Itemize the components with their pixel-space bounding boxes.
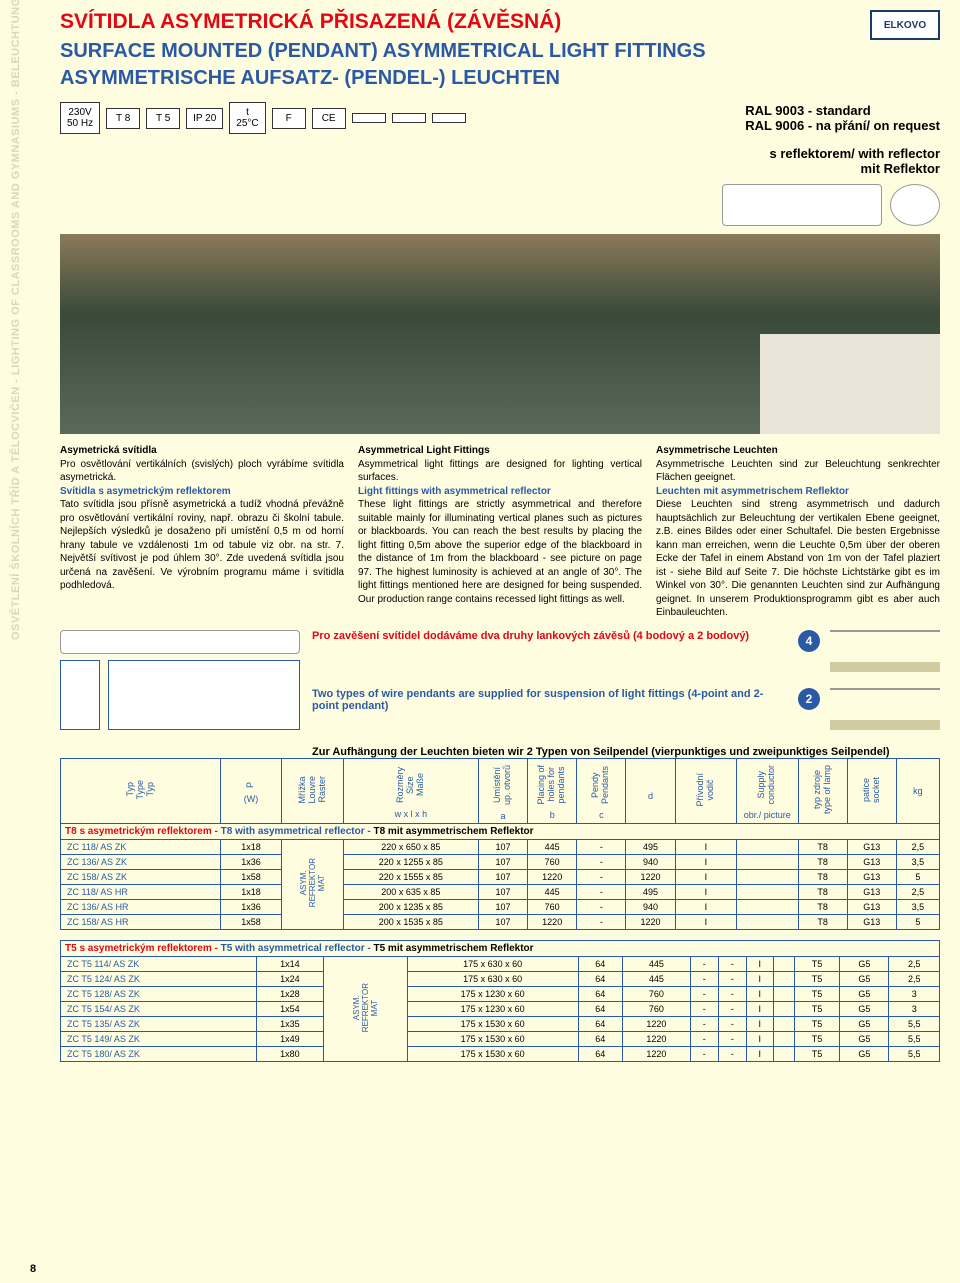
pendant-text-cz: Pro zavěšení svítidel dodáváme dva druhy… bbox=[312, 630, 749, 642]
title-de: ASYMMETRISCHE AUFSATZ- (PENDEL-) LEUCHTE… bbox=[60, 67, 940, 90]
spec-badge: T 8 bbox=[106, 108, 140, 129]
reflector-diagram-end bbox=[890, 184, 940, 226]
spec-badge bbox=[392, 113, 426, 123]
title-en: SURFACE MOUNTED (PENDANT) ASYMMETRICAL L… bbox=[60, 40, 940, 63]
table-row: ZC 158/ AS ZK1x58220 x 1555 x 851071220-… bbox=[61, 869, 940, 884]
table-row: ZC 158/ AS HR1x58200 x 1535 x 851071220-… bbox=[61, 914, 940, 929]
section-t8-header: T8 s asymetrickým reflektorem - T8 with … bbox=[61, 823, 940, 839]
reflector-diagram-side bbox=[722, 184, 882, 226]
pendant-diagram-4 bbox=[830, 630, 940, 680]
table-row: ZC 136/ AS HR1x36200 x 1235 x 85107760-9… bbox=[61, 899, 940, 914]
table-row: ZC T5 149/ AS ZK1x49175 x 1530 x 6064122… bbox=[61, 1031, 940, 1046]
ral-standard: RAL 9003 - standard bbox=[745, 103, 940, 118]
spec-badge bbox=[352, 113, 386, 123]
pendant-text-en: Two types of wire pendants are supplied … bbox=[312, 688, 763, 712]
vertical-sidebar-text: OSVĚTLENÍ ŠKOLNÍCH TŘÍD A TĚLOCVIČEN - L… bbox=[10, 0, 22, 640]
table-row: ZC T5 128/ AS ZK1x28175 x 1230 x 6064760… bbox=[61, 986, 940, 1001]
spec-table-t8: Typ Type Typ P(W) Mřížka Louvre Raster R… bbox=[60, 758, 940, 930]
pendant-badge-4: 4 bbox=[798, 630, 820, 652]
table-row: ZC T5 114/ AS ZK1x14ASYM. REFREKTOR MAT1… bbox=[61, 956, 940, 971]
col-en: Asymmetrical Light Fittings Asymmetrical… bbox=[358, 444, 642, 620]
col-de: Asymmetrische Leuchten Asymmetrische Leu… bbox=[656, 444, 940, 620]
spec-badge: IP 20 bbox=[186, 108, 223, 129]
fitting-diagram-top bbox=[60, 630, 300, 654]
classroom-photo bbox=[60, 234, 940, 434]
table-row: ZC 136/ AS ZK1x36220 x 1255 x 85107760-9… bbox=[61, 854, 940, 869]
table-row: ZC T5 135/ AS ZK1x35175 x 1530 x 6064122… bbox=[61, 1016, 940, 1031]
table-row: ZC 118/ AS HR1x18200 x 635 x 85107445-49… bbox=[61, 884, 940, 899]
spec-badge bbox=[432, 113, 466, 123]
spec-badge: T 5 bbox=[146, 108, 180, 129]
pendant-diagram-2 bbox=[830, 688, 940, 738]
table-row: ZC T5 154/ AS ZK1x54175 x 1230 x 6064760… bbox=[61, 1001, 940, 1016]
pendant-badge-2: 2 bbox=[798, 688, 820, 710]
section-t5-header: T5 s asymetrickým reflektorem - T5 with … bbox=[61, 940, 940, 956]
fitting-diagram-side bbox=[108, 660, 300, 730]
pendant-text-de: Zur Aufhängung der Leuchten bieten wir 2… bbox=[312, 746, 940, 758]
reflector-label: s reflektorem/ with reflector mit Reflek… bbox=[770, 146, 941, 176]
col-cz: Asymetrická svítidla Pro osvětlování ver… bbox=[60, 444, 344, 620]
spec-badges: 230V 50 Hz T 8 T 5 IP 20 t 25°C F CE bbox=[60, 102, 466, 134]
brand-logo: ELKOVO bbox=[870, 10, 940, 40]
table-row: ZC T5 180/ AS ZK1x80175 x 1530 x 6064122… bbox=[61, 1046, 940, 1061]
spec-badge: F bbox=[272, 108, 306, 129]
ral-request: RAL 9006 - na přání/ on request bbox=[745, 118, 940, 133]
table-row: ZC T5 124/ AS ZK1x24175 x 630 x 6064445-… bbox=[61, 971, 940, 986]
spec-badge: 230V 50 Hz bbox=[60, 102, 100, 134]
spec-badge: t 25°C bbox=[229, 102, 265, 134]
spec-badge: CE bbox=[312, 108, 346, 129]
table-row: ZC 118/ AS ZK1x18ASYM. REFREKTOR MAT220 … bbox=[61, 839, 940, 854]
page-number: 8 bbox=[30, 1263, 36, 1275]
description-columns: Asymetrická svítidla Pro osvětlování ver… bbox=[60, 444, 940, 620]
fitting-diagram-end bbox=[60, 660, 100, 730]
title-cz: SVÍTIDLA ASYMETRICKÁ PŘISAZENÁ (ZÁVĚSNÁ) bbox=[60, 10, 561, 34]
spec-table-t5: T5 s asymetrickým reflektorem - T5 with … bbox=[60, 940, 940, 1062]
